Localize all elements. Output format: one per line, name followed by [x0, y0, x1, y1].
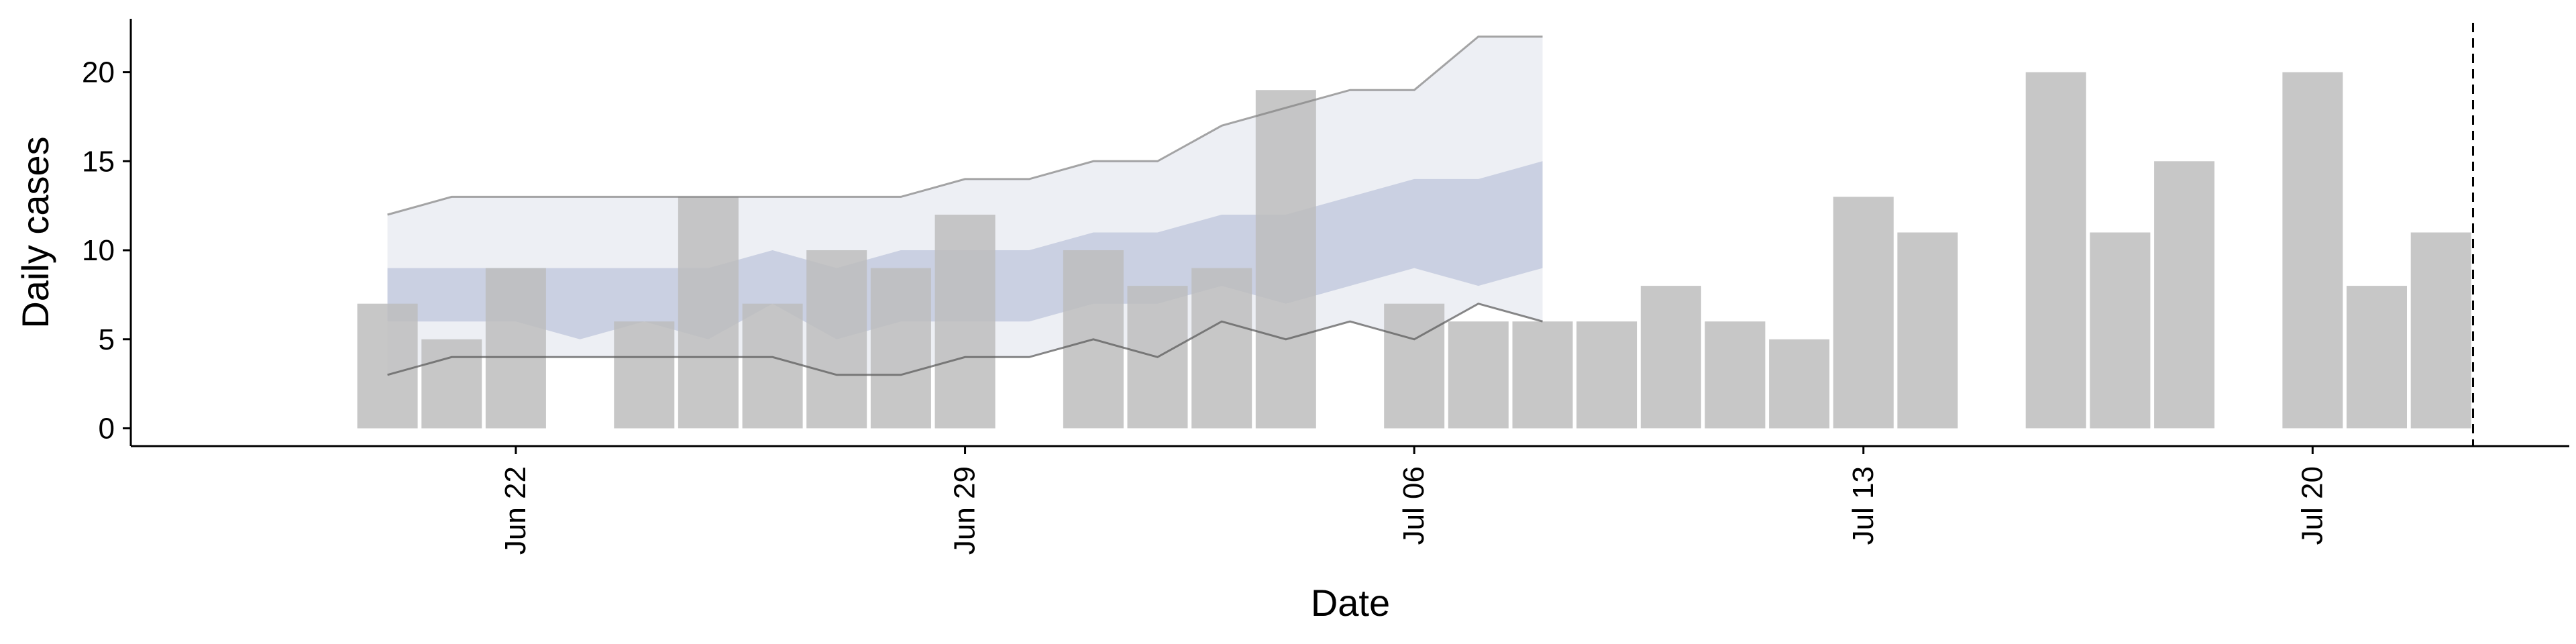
bar: [1640, 286, 1701, 429]
y-tick-label: 20: [82, 56, 115, 89]
bar: [1769, 339, 1830, 429]
x-tick-label: Jul 06: [1397, 466, 1430, 545]
lower-bound-line: [387, 303, 1543, 376]
bar: [1576, 321, 1638, 429]
bars-layer: [357, 72, 2471, 429]
bar: [357, 303, 418, 429]
bar: [2090, 232, 2151, 429]
upper-bound-line: [387, 36, 1543, 216]
bar: [1255, 90, 1316, 429]
bar: [870, 268, 931, 429]
bar: [1897, 232, 1958, 429]
axes: 0 5 10 15 20 Jun 22 Jun 29 Jul 06 Jul 13 Jul 20: [82, 19, 2569, 555]
bar: [934, 215, 996, 429]
forecast-interval-lines: [387, 36, 1543, 376]
x-tick-label: Jul 20: [2296, 466, 2328, 545]
x-axis-title: Date: [1311, 582, 1390, 624]
y-tick-label: 5: [99, 323, 115, 356]
bar: [678, 197, 739, 429]
bar: [742, 303, 803, 429]
bar: [2025, 72, 2086, 429]
x-tick-label: Jul 13: [1847, 466, 1880, 545]
y-tick-label: 10: [82, 234, 115, 267]
bar: [614, 321, 675, 429]
y-tick-label: 0: [99, 412, 115, 445]
bar: [1384, 303, 1445, 429]
bar: [1512, 321, 1573, 429]
bar: [1705, 321, 1766, 429]
bar: [806, 250, 867, 429]
x-tick-label: Jun 29: [949, 466, 981, 555]
y-tick-label: 15: [82, 145, 115, 178]
bar: [2410, 232, 2471, 429]
bar: [1191, 268, 1252, 429]
y-axis-title: Daily cases: [14, 136, 56, 328]
axis-labels: Date Daily cases: [14, 136, 1390, 624]
bar: [2154, 161, 2215, 429]
bar: [421, 339, 482, 429]
bar: [2347, 286, 2407, 429]
bar: [485, 268, 546, 429]
x-tick-label: Jun 22: [499, 466, 532, 555]
bar: [1448, 321, 1509, 429]
bar: [2282, 72, 2343, 429]
bar: [1833, 197, 1894, 429]
